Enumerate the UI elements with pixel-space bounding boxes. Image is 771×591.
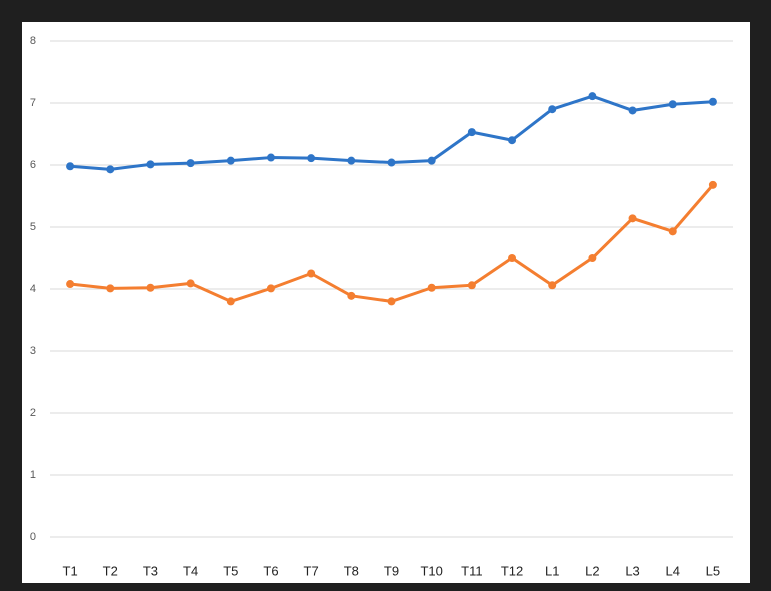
data-point [146, 283, 155, 292]
data-point [186, 279, 195, 288]
data-point [708, 180, 717, 189]
y-tick-label: 8 [30, 35, 36, 47]
data-point [427, 156, 436, 165]
data-point [66, 280, 75, 289]
data-point [467, 128, 476, 137]
x-tick-label: T9 [384, 563, 399, 578]
x-tick-label: T8 [344, 563, 359, 578]
x-tick-label: L1 [545, 563, 559, 578]
y-tick-label: 5 [30, 221, 36, 233]
y-tick-label: 7 [30, 97, 36, 109]
y-tick-label: 4 [30, 283, 36, 295]
data-point [668, 227, 677, 236]
data-point [226, 297, 235, 306]
data-point [427, 283, 436, 292]
data-point [307, 154, 316, 163]
y-tick-label: 0 [30, 531, 36, 543]
data-point [548, 281, 557, 290]
data-point [708, 97, 717, 106]
x-tick-label: T6 [263, 563, 278, 578]
x-tick-label: T12 [501, 563, 523, 578]
x-tick-label: T7 [304, 563, 319, 578]
x-tick-label: T2 [103, 563, 118, 578]
x-tick-label: T1 [63, 563, 78, 578]
data-point [467, 281, 476, 290]
data-point [307, 269, 316, 278]
data-point [106, 284, 115, 293]
x-tick-label: T5 [223, 563, 238, 578]
x-tick-label: L2 [585, 563, 599, 578]
data-point [347, 156, 356, 165]
x-tick-label: T11 [461, 563, 482, 578]
data-point [628, 214, 637, 223]
data-point [588, 254, 597, 262]
data-point [266, 153, 275, 162]
x-tick-label: T10 [420, 563, 442, 578]
plot-background [22, 22, 750, 583]
x-tick-label: T4 [183, 563, 198, 578]
y-tick-label: 6 [30, 159, 36, 171]
x-tick-label: L3 [625, 563, 639, 578]
y-tick-label: 3 [30, 345, 36, 357]
data-point [548, 105, 557, 114]
data-point [508, 254, 517, 262]
x-tick-label: T3 [143, 563, 158, 578]
data-point [186, 159, 195, 168]
data-point [266, 284, 275, 293]
x-tick-label: L4 [666, 563, 680, 578]
data-point [668, 100, 677, 109]
data-point [628, 106, 637, 115]
data-point [66, 162, 75, 171]
data-point [146, 160, 155, 169]
y-tick-label: 1 [30, 469, 36, 481]
data-point [387, 158, 396, 167]
data-point [588, 92, 597, 101]
data-point [106, 165, 115, 174]
data-point [387, 297, 396, 306]
data-point [347, 291, 356, 300]
data-point [508, 136, 517, 145]
data-point [226, 156, 235, 165]
y-tick-label: 2 [30, 407, 36, 419]
x-tick-label: L5 [706, 563, 720, 578]
